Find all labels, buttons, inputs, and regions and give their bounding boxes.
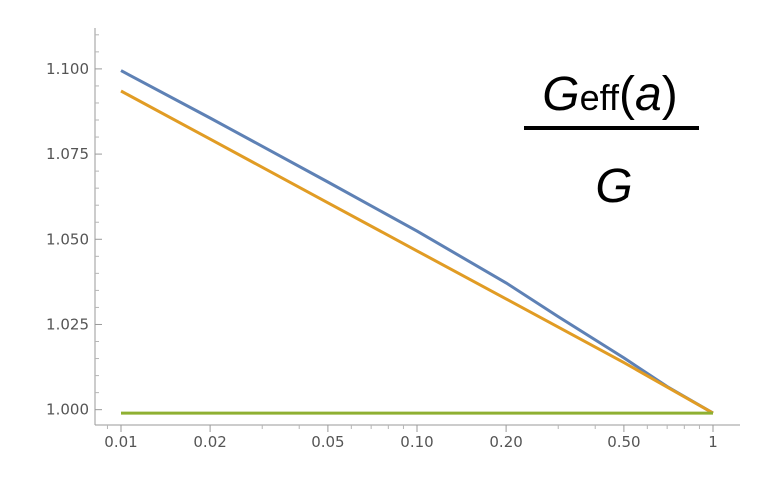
y-tick-label: 1.075: [46, 145, 89, 163]
annotation-numerator-arg: a: [635, 68, 662, 121]
y-tick-label: 1.000: [46, 401, 89, 419]
y-tick-label: 1.025: [46, 315, 89, 333]
annotation-numerator-sub: eff: [580, 77, 620, 118]
y-tick-label: 1.050: [46, 230, 89, 248]
annotation-numerator-open: (: [619, 68, 635, 121]
annotation-numerator-main: G: [542, 68, 579, 121]
x-tick-label: 0.50: [607, 433, 640, 451]
x-tick-label: 0.05: [311, 433, 344, 451]
x-tick-label: 1: [708, 433, 718, 451]
x-tick-label: 0.10: [400, 433, 433, 451]
annotation-numerator-close: ): [662, 68, 678, 121]
series-layer: [120, 69, 714, 415]
annotation-numerator: Geff(a): [542, 68, 677, 121]
series-line-1: [120, 69, 714, 415]
annotation: Geff(a) G: [524, 68, 699, 213]
axes: 1.000 1.025 1.050 1.075 1.100 0.01 0.02 0.05 0.1…: [46, 28, 740, 451]
series-line-2: [120, 89, 714, 415]
annotation-denominator: G: [595, 160, 632, 213]
x-tick-label: 0.01: [104, 433, 137, 451]
y-tick-label: 1.100: [46, 60, 89, 78]
x-tick-label: 0.02: [193, 433, 226, 451]
x-tick-label: 0.20: [489, 433, 522, 451]
